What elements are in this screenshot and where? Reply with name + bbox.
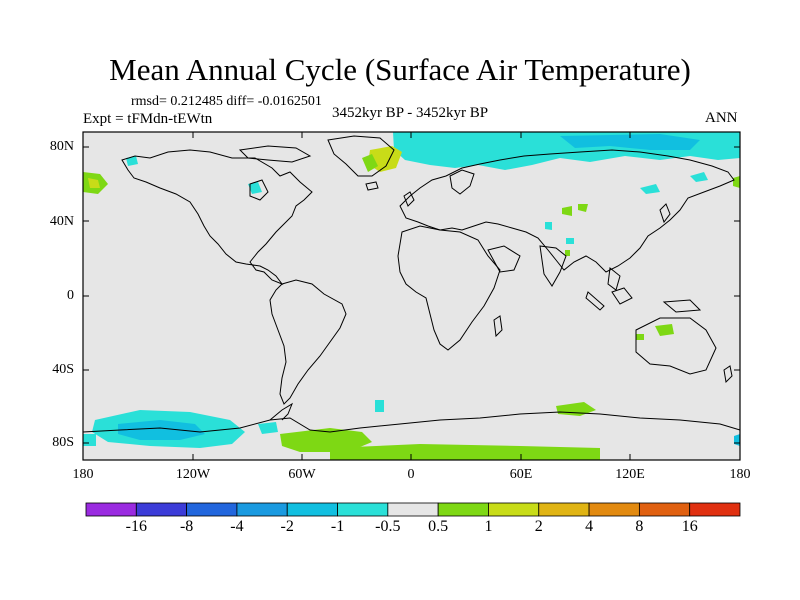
map-title: Mean Annual Cycle (Surface Air Temperatu…: [109, 52, 691, 87]
asia-warm-a: [562, 206, 572, 216]
weddell-warm: [280, 428, 372, 452]
asia-warm-b: [578, 204, 588, 212]
australia-warm-b: [636, 334, 644, 340]
lat-tick-0: 0: [67, 288, 74, 303]
asia-warm-c: [565, 250, 570, 256]
colorbar-swatch: [387, 502, 439, 517]
colorbar-label: -0.5: [375, 518, 401, 535]
colorbar-label: 0.5: [428, 518, 449, 535]
lon-tick-120w: 120W: [175, 467, 211, 482]
coast-antarctic-peninsula: [269, 402, 294, 421]
coast-canadian-archipelago: [238, 145, 312, 163]
anomaly-patches: [83, 132, 740, 460]
pacific-warm-east: [733, 176, 740, 188]
bering-warm-core: [88, 178, 100, 188]
arctic-cool-core: [560, 134, 700, 150]
lon-tick-120e: 120E: [615, 467, 645, 482]
colorbar: [85, 502, 741, 517]
south-atlantic-cool-a: [375, 400, 384, 412]
coast-antarctica: [82, 411, 741, 433]
lon-tick-60w: 60W: [288, 467, 316, 482]
lon-tick-180e: 180: [729, 467, 751, 482]
stats-line: rmsd= 0.212485 diff= -0.0162501: [131, 94, 322, 109]
coast-southeast-asia: [607, 267, 621, 291]
coast-arabia: [487, 245, 521, 273]
coast-great-britain: [403, 191, 415, 207]
coast-borneo: [611, 287, 633, 305]
greenland-warm-rim: [362, 154, 378, 172]
colorbar-swatch: [437, 502, 489, 517]
colorbar-label: 4: [585, 518, 594, 535]
colorbar-swatch: [638, 502, 691, 517]
axis-ticks: [83, 132, 740, 460]
asia-cool-a: [545, 222, 552, 230]
coast-south-america: [269, 279, 347, 405]
east-antarctic-warm: [330, 444, 600, 460]
coastlines: [82, 135, 741, 433]
colorbar-label: 8: [635, 518, 644, 535]
colorbar-swatch: [135, 502, 188, 517]
period-label: 3452kyr BP - 3452kyr BP: [331, 105, 489, 121]
colorbar-label: -4: [230, 518, 244, 535]
lon-tick-60e: 60E: [509, 467, 533, 482]
lat-tick-80n: 80N: [49, 139, 74, 154]
southeast-cool-edge: [734, 434, 740, 446]
coast-new-guinea: [662, 299, 702, 313]
australia-warm-a: [655, 324, 674, 336]
map-background: [83, 132, 740, 460]
colorbar-label: 2: [534, 518, 543, 535]
south-atlantic-cool-b: [258, 422, 278, 434]
colorbar-swatch: [689, 502, 741, 517]
alaska-cool: [126, 156, 138, 166]
lon-tick-180w: 180: [72, 467, 94, 482]
colorbar-swatch: [186, 502, 238, 517]
colorbar-label: -8: [179, 518, 194, 535]
colorbar-swatch: [538, 502, 590, 517]
colorbar-swatch: [85, 502, 137, 517]
colorbar-swatch: [488, 502, 540, 517]
coast-australia: [635, 317, 717, 375]
south-pacific-cool-core: [118, 420, 205, 440]
colorbar-label: 1: [484, 518, 493, 535]
coast-scandinavia: [449, 169, 475, 195]
coast-iceland: [365, 181, 379, 191]
colorbar-label: -2: [280, 518, 294, 535]
asia-cool-b: [566, 238, 574, 244]
colorbar-swatch: [236, 502, 288, 517]
lat-tick-80s: 80S: [52, 435, 74, 450]
colorbar-swatch: [588, 502, 640, 517]
colorbar-label: -1: [330, 518, 345, 535]
experiment-label: Expt = tFMdn-tEWtn: [83, 111, 213, 127]
siberia-cool-b: [690, 172, 708, 182]
siberia-cool-a: [640, 184, 660, 194]
coast-madagascar: [493, 315, 503, 338]
lat-tick-40n: 40N: [49, 214, 74, 229]
colorbar-label: -16: [125, 518, 147, 535]
colorbar-label: 16: [681, 518, 698, 535]
coast-eurasia: [399, 149, 735, 273]
season-label: ANN: [705, 110, 738, 126]
lat-tick-40s: 40S: [52, 362, 74, 377]
lon-tick-0: 0: [407, 467, 415, 482]
southwest-cool-edge: [83, 434, 96, 446]
coast-greenland: [327, 135, 395, 177]
coast-new-zealand: [723, 365, 733, 384]
hudson-cool: [248, 182, 262, 194]
coast-india: [539, 245, 567, 287]
coast-japan: [659, 203, 671, 224]
coast-africa: [397, 225, 501, 351]
colorbar-swatch: [337, 502, 389, 517]
colorbar-swatch: [286, 502, 338, 517]
coast-hudson-bay: [249, 179, 269, 201]
coast-sumatra: [585, 291, 605, 311]
